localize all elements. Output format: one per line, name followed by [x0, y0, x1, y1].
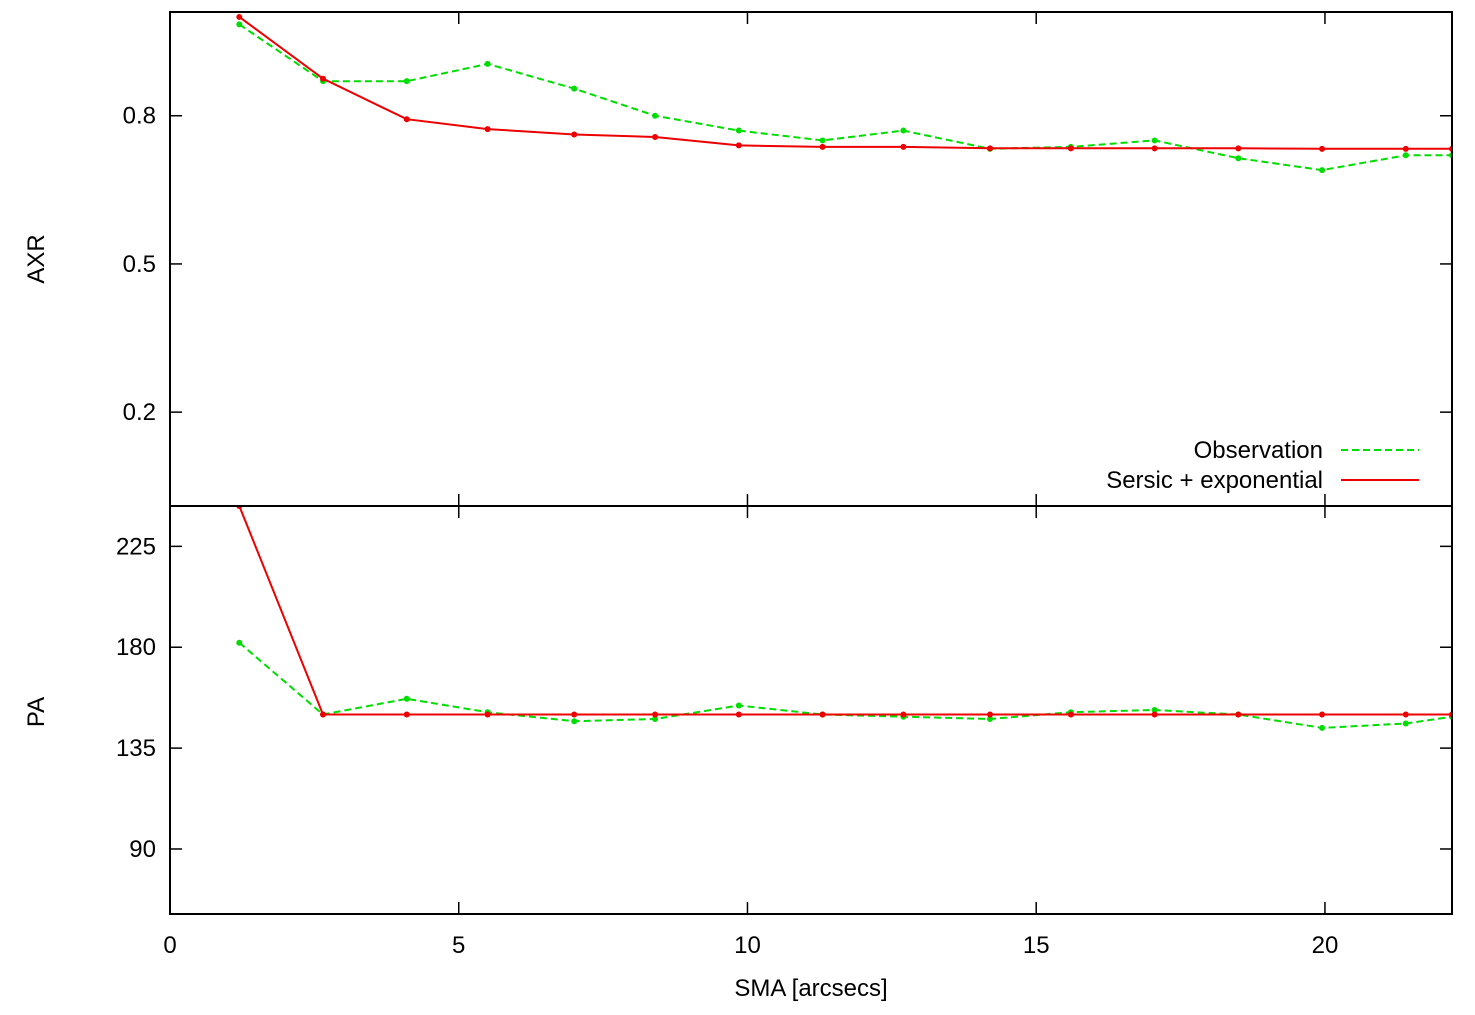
pa-model-point [987, 711, 994, 718]
axr-panel: 0.2 0.5 0.8 [123, 11, 1453, 507]
axr-y-axis-title: AXR [23, 234, 50, 283]
x-tick-label: 10 [734, 932, 761, 959]
x-axis-title: SMA [arcsecs] [734, 975, 887, 1002]
pa-observation-point [652, 715, 659, 722]
axr-model-line [238, 16, 1452, 150]
axr-frame [169, 11, 1453, 507]
legend: Observation Sersic + exponential [1106, 437, 1419, 494]
pa-model-point [1151, 711, 1158, 718]
pa-model-point [1402, 711, 1409, 718]
axr-observation-point [900, 127, 907, 134]
axr-model-point [900, 143, 907, 150]
pa-observation-point [403, 695, 410, 702]
x-axis-labels: 0 5 10 15 20 [163, 932, 1338, 959]
pa-model-point [1235, 711, 1242, 718]
pa-observation-point [1402, 720, 1409, 727]
axr-observation-point [1402, 152, 1409, 159]
axr-observation-point [484, 60, 491, 67]
x-tick-label: 0 [163, 932, 176, 959]
pa-model-point [819, 711, 826, 718]
x-tick-label: 5 [452, 932, 465, 959]
pa-model-line [238, 506, 1452, 716]
pa-observation-point [571, 718, 578, 725]
axr-model-point [236, 13, 243, 20]
pa-model-point [484, 711, 491, 718]
pa-model-point [403, 711, 410, 718]
axr-ytick-label: 0.2 [123, 399, 156, 426]
axr-observation-line [238, 23, 1452, 172]
axr-model-point [1402, 145, 1409, 152]
pa-ytick-label: 180 [116, 634, 156, 661]
pa-frame [169, 505, 1453, 915]
axr-model-point [1151, 145, 1158, 152]
pa-observation-point [236, 639, 243, 646]
pa-model-point [900, 711, 907, 718]
x-tick-label: 15 [1023, 932, 1050, 959]
axr-model-point [403, 116, 410, 123]
axr-model-point [571, 131, 578, 138]
axr-observation-point [735, 127, 742, 134]
axr-observation-point [571, 85, 578, 92]
axr-observation-point [1151, 137, 1158, 144]
axr-series-group [236, 13, 1452, 174]
pa-ytick-label: 90 [129, 836, 156, 863]
axr-observation-point [652, 112, 659, 119]
pa-observation-point [1319, 724, 1326, 731]
axr-model-point [735, 142, 742, 149]
axr-ytick-label: 0.5 [123, 251, 156, 278]
pa-model-point [652, 711, 659, 718]
axr-ytick-label: 0.8 [123, 103, 156, 130]
pa-observation-point [1151, 707, 1158, 713]
x-tick-label: 20 [1312, 932, 1339, 959]
axr-model-point [987, 145, 994, 152]
legend-label-model: Sersic + exponential [1106, 467, 1323, 494]
axr-observation-point [1319, 167, 1326, 174]
pa-series-group [236, 506, 1452, 731]
pa-model-point [320, 711, 327, 718]
legend-label-observation: Observation [1194, 437, 1323, 464]
pa-observation-point [735, 702, 742, 709]
axr-observation-point [819, 137, 826, 144]
pa-ytick-label: 135 [116, 735, 156, 762]
axr-model-point [1319, 145, 1326, 152]
pa-panel: 90 135 180 225 [116, 505, 1453, 915]
axr-model-point [484, 126, 491, 133]
axr-model-point [652, 133, 659, 140]
pa-ytick-label: 225 [116, 533, 156, 560]
axr-model-point [320, 75, 327, 82]
axr-model-point [1067, 145, 1074, 152]
axr-observation-point [1235, 155, 1242, 162]
pa-observation-line [238, 641, 1452, 729]
pa-observation-point [987, 715, 994, 722]
pa-model-point [1319, 711, 1326, 718]
axr-model-point [1235, 145, 1242, 152]
axr-observation-point [236, 21, 243, 28]
pa-model-point [735, 711, 742, 718]
axr-model-point [819, 143, 826, 150]
pa-model-point [571, 711, 578, 718]
pa-model-point [1067, 711, 1074, 718]
pa-y-axis-title: PA [23, 697, 50, 727]
axr-observation-point [403, 78, 410, 85]
